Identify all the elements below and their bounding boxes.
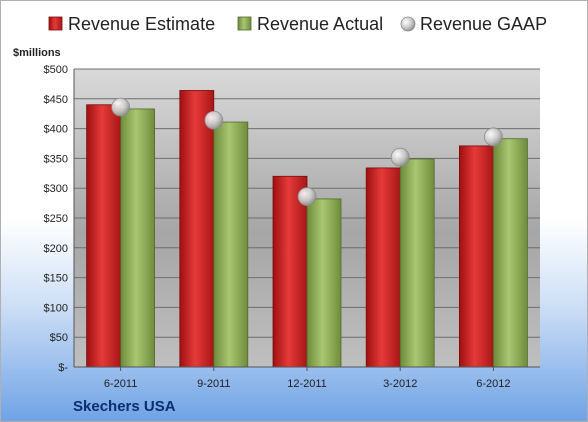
bar-revenue-estimate bbox=[365, 167, 401, 368]
y-tick-label: $50 bbox=[50, 332, 68, 344]
legend-revenue-actual: Revenue Actual bbox=[237, 14, 383, 34]
company-name: Skechers USA bbox=[73, 398, 176, 415]
y-tick-label: $350 bbox=[44, 153, 68, 165]
bar-revenue-estimate bbox=[458, 145, 494, 368]
x-tick-label: 9-2011 bbox=[197, 378, 230, 390]
legend-label: Revenue Estimate bbox=[68, 14, 215, 34]
y-tick-label: $250 bbox=[44, 213, 68, 225]
marker-revenue-gaap bbox=[390, 147, 410, 167]
gaap-markers bbox=[111, 97, 503, 206]
x-tick-label: 3-2012 bbox=[383, 378, 417, 390]
x-tick-label: 12-2011 bbox=[287, 378, 327, 390]
y-tick-label: $300 bbox=[44, 183, 68, 195]
legend-swatch bbox=[237, 16, 252, 31]
marker-revenue-gaap bbox=[204, 110, 224, 130]
bar-revenue-estimate bbox=[86, 104, 121, 368]
bar-revenue-estimate bbox=[272, 175, 308, 368]
bar-revenue-actual bbox=[213, 121, 249, 368]
y-tick-label: $500 bbox=[44, 64, 68, 76]
y-axis-label: $millions bbox=[13, 47, 61, 59]
legend-swatch bbox=[400, 16, 416, 32]
y-tick-label: $150 bbox=[44, 273, 68, 285]
bar-revenue-actual bbox=[492, 138, 528, 368]
bar-revenue-estimate bbox=[179, 90, 215, 368]
legend-swatch bbox=[48, 16, 63, 31]
y-tick-label: $- bbox=[58, 362, 68, 374]
legend: Revenue Estimate Revenue Actual Revenue GA… bbox=[48, 14, 547, 34]
y-tick-label: $200 bbox=[44, 243, 68, 255]
x-tick-label: 6-2011 bbox=[104, 378, 137, 390]
bar-revenue-actual bbox=[306, 198, 342, 368]
x-tick-label: 6-2012 bbox=[476, 378, 510, 390]
bar-revenue-actual bbox=[120, 108, 155, 368]
legend-revenue-estimate: Revenue Estimate bbox=[48, 14, 215, 34]
legend-revenue-gaap: Revenue GAAP bbox=[400, 14, 547, 34]
legend-label: Revenue GAAP bbox=[420, 14, 547, 34]
y-tick-label: $400 bbox=[44, 124, 68, 136]
y-tick-label: $450 bbox=[44, 94, 68, 106]
axes: $- $50 $100 $150 $200 $250 $300 $350 $400 $450 $50… bbox=[13, 47, 540, 390]
y-tick-label: $100 bbox=[44, 302, 68, 314]
marker-revenue-gaap bbox=[483, 127, 503, 147]
marker-revenue-gaap bbox=[111, 97, 130, 117]
bar-revenue-actual bbox=[399, 158, 435, 368]
bars bbox=[86, 90, 528, 368]
legend-label: Revenue Actual bbox=[257, 14, 383, 34]
marker-revenue-gaap bbox=[297, 187, 317, 206]
